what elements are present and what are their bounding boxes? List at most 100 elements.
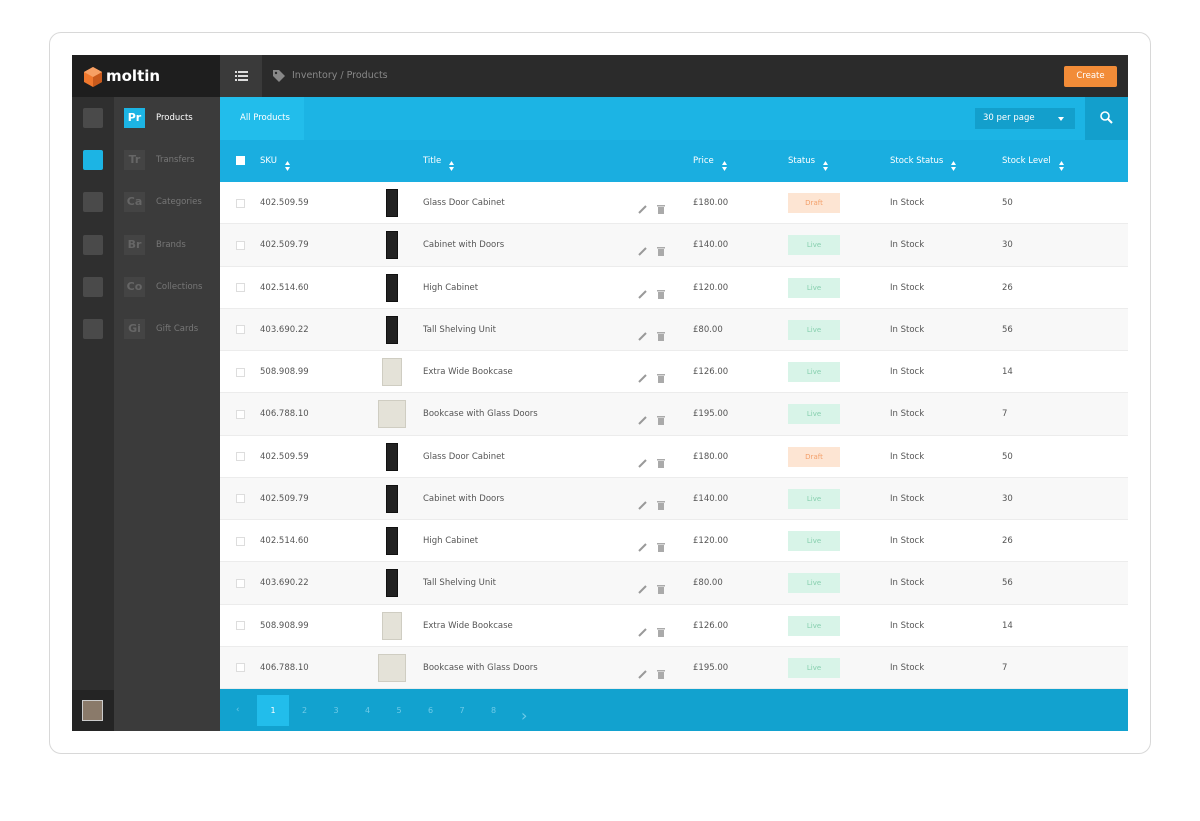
stock-status: In Stock — [890, 198, 925, 209]
nav-abbr[interactable]: Gi — [124, 319, 145, 339]
delete-icon[interactable] — [657, 664, 665, 679]
select-caret — [1058, 117, 1064, 121]
stock-level: 14 — [1002, 367, 1013, 378]
page-link[interactable]: 8 — [490, 706, 497, 715]
nav-label[interactable]: Products — [156, 113, 193, 123]
nav-label[interactable]: Brands — [156, 239, 186, 250]
nav-label[interactable]: Collections — [156, 281, 203, 292]
row-checkbox[interactable] — [236, 198, 245, 208]
column-header[interactable]: Stock Level — [1002, 156, 1051, 166]
edit-icon[interactable] — [638, 326, 647, 341]
table-row — [220, 351, 1128, 394]
edit-icon[interactable] — [638, 241, 647, 257]
page-link[interactable]: 6 — [427, 706, 434, 715]
stock-status: In Stock — [890, 282, 925, 293]
delete-icon[interactable] — [657, 284, 665, 299]
row-checkbox[interactable] — [236, 536, 245, 546]
create-button[interactable]: Create — [1064, 66, 1117, 87]
product-thumbnail — [382, 611, 402, 640]
column-header[interactable]: Title — [423, 156, 442, 166]
page-link[interactable]: 3 — [333, 706, 339, 715]
row-checkbox[interactable] — [236, 494, 245, 504]
nav-label[interactable]: Gift Cards — [156, 324, 199, 334]
delete-icon[interactable] — [657, 241, 665, 257]
row-checkbox[interactable] — [236, 367, 245, 377]
edit-icon[interactable] — [638, 453, 647, 468]
rail-icon[interactable] — [83, 192, 103, 213]
row-checkbox[interactable] — [236, 452, 245, 462]
edit-icon[interactable] — [638, 537, 647, 552]
edit-icon[interactable] — [638, 199, 647, 214]
sort-icon[interactable] — [1059, 156, 1064, 171]
edit-icon[interactable] — [638, 622, 647, 637]
row-checkbox[interactable] — [236, 409, 245, 419]
sort-icon[interactable] — [449, 156, 454, 171]
sku: 402.509.79 — [260, 240, 309, 251]
edit-icon[interactable] — [638, 495, 647, 510]
row-checkbox[interactable] — [236, 240, 245, 250]
delete-icon[interactable] — [657, 326, 665, 341]
nav-abbr[interactable]: Ca — [124, 192, 145, 213]
sort-icon[interactable] — [823, 156, 828, 171]
edit-icon[interactable] — [638, 284, 647, 299]
row-checkbox[interactable] — [236, 578, 245, 588]
row-checkbox[interactable] — [236, 663, 245, 673]
page-link[interactable]: 5 — [396, 706, 402, 715]
status-badge: Draft — [788, 446, 840, 467]
rail-icon[interactable] — [83, 108, 103, 128]
row-checkbox[interactable] — [236, 283, 245, 293]
sort-icon[interactable] — [285, 156, 290, 171]
page-link[interactable]: 1 — [257, 695, 289, 726]
delete-icon[interactable] — [657, 453, 665, 468]
rail-icon[interactable] — [83, 276, 103, 297]
search-button[interactable] — [1085, 97, 1128, 140]
nav-label[interactable]: Transfers — [156, 155, 195, 166]
edit-icon[interactable] — [638, 410, 647, 426]
column-header[interactable]: Status — [788, 156, 816, 166]
price: £120.00 — [693, 282, 729, 293]
title: Cabinet with Doors — [423, 493, 505, 504]
nav-label[interactable]: Categories — [156, 197, 202, 208]
row-checkbox[interactable] — [236, 621, 245, 631]
select-all-checkbox[interactable] — [236, 156, 245, 165]
sku: 402.509.59 — [260, 198, 309, 209]
nav-abbr[interactable]: Pr — [124, 108, 145, 128]
nav-abbr[interactable]: Br — [124, 234, 145, 255]
page-link[interactable]: 2 — [301, 706, 308, 715]
rail-icon[interactable] — [83, 150, 103, 171]
table-row — [220, 308, 1128, 351]
sku: 402.514.60 — [260, 536, 309, 547]
per-page-select[interactable]: 30 per page — [975, 108, 1075, 129]
page-link[interactable]: 7 — [459, 706, 465, 715]
delete-icon[interactable] — [657, 622, 665, 637]
edit-icon[interactable] — [638, 579, 647, 595]
column-header[interactable]: Stock Status — [890, 156, 944, 166]
delete-icon[interactable] — [657, 537, 665, 553]
nav-abbr[interactable]: Tr — [124, 150, 145, 171]
delete-icon[interactable] — [657, 368, 665, 384]
sort-icon[interactable] — [951, 156, 956, 171]
delete-icon[interactable] — [657, 495, 665, 510]
stock-level: 30 — [1002, 240, 1013, 251]
page-link[interactable]: 4 — [364, 706, 371, 715]
delete-icon[interactable] — [657, 410, 665, 426]
sort-icon[interactable] — [722, 156, 727, 171]
status-badge: Live — [788, 277, 840, 298]
menu-toggle[interactable] — [220, 55, 262, 97]
row-checkbox[interactable] — [236, 325, 245, 335]
delete-icon[interactable] — [657, 199, 665, 215]
edit-icon[interactable] — [638, 664, 647, 679]
rail-icon[interactable] — [83, 234, 103, 255]
rail-icon[interactable] — [83, 319, 103, 339]
column-header[interactable]: Price — [693, 156, 714, 166]
status-badge: Live — [788, 319, 840, 340]
column-header[interactable]: SKU — [260, 156, 277, 166]
price: £140.00 — [693, 493, 729, 504]
delete-icon[interactable] — [657, 579, 665, 595]
tab[interactable]: All Products — [220, 97, 304, 140]
nav-abbr[interactable]: Co — [124, 276, 145, 297]
title: Tall Shelving Unit — [423, 324, 496, 335]
edit-icon[interactable] — [638, 368, 647, 383]
prev-page[interactable]: ‹ — [236, 705, 240, 715]
next-page[interactable]: › — [521, 706, 528, 725]
